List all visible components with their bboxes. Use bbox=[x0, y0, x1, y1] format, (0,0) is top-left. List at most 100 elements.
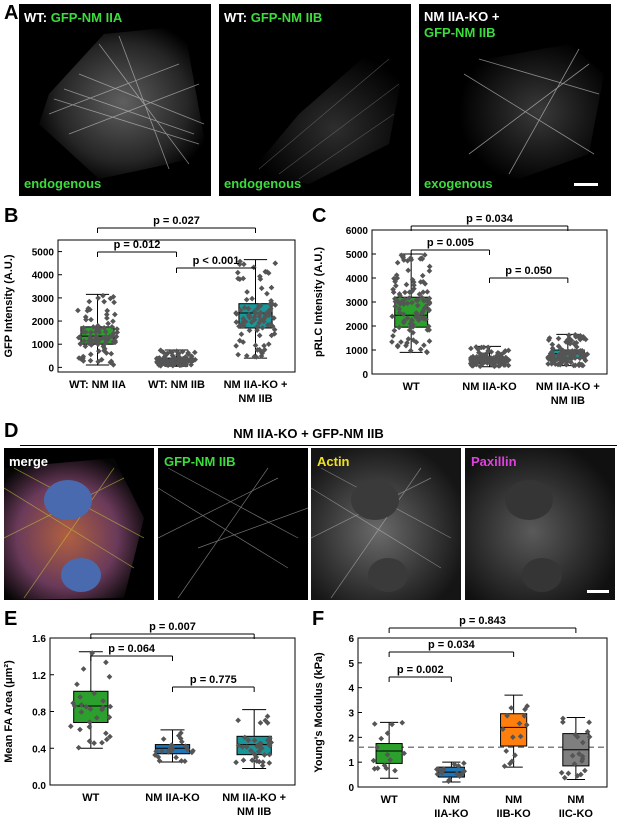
data-point bbox=[555, 343, 562, 350]
data-point bbox=[497, 360, 504, 366]
data-point bbox=[240, 318, 247, 325]
data-point bbox=[461, 768, 468, 775]
p-value-label: p = 0.034 bbox=[466, 213, 514, 225]
y-axis-label: GFP Intensity (A.U.) bbox=[3, 254, 15, 357]
data-point bbox=[568, 359, 574, 366]
data-point bbox=[272, 260, 279, 267]
data-point bbox=[392, 303, 399, 310]
data-point bbox=[403, 342, 409, 349]
panel-letter-e: E bbox=[4, 608, 17, 630]
panel-letter-b: B bbox=[4, 205, 18, 227]
data-point bbox=[236, 337, 243, 344]
y-tick-label: 3000 bbox=[346, 298, 369, 309]
data-point bbox=[582, 767, 588, 774]
data-point bbox=[99, 739, 105, 746]
data-point bbox=[173, 754, 179, 761]
data-point bbox=[473, 344, 479, 350]
data-point bbox=[461, 760, 467, 767]
paxillin-image bbox=[465, 448, 615, 600]
data-point bbox=[421, 342, 427, 349]
data-point bbox=[78, 356, 85, 362]
data-point bbox=[480, 355, 487, 361]
data-point bbox=[406, 295, 413, 301]
data-point bbox=[378, 735, 385, 742]
data-point bbox=[251, 737, 258, 744]
data-point bbox=[576, 349, 583, 356]
data-point bbox=[181, 358, 188, 365]
gfp-image bbox=[158, 467, 308, 599]
data-point bbox=[169, 359, 175, 366]
y-tick-label: 5000 bbox=[346, 250, 369, 261]
data-point bbox=[257, 719, 264, 726]
data-point bbox=[392, 298, 399, 305]
data-point bbox=[175, 352, 181, 358]
data-point bbox=[86, 340, 92, 347]
data-point bbox=[399, 298, 405, 305]
data-point bbox=[110, 318, 116, 325]
data-point bbox=[261, 342, 267, 349]
data-point bbox=[103, 730, 109, 737]
data-point bbox=[545, 361, 551, 367]
p-value-label: p = 0.002 bbox=[397, 664, 444, 676]
gfp-label: GFP-NM IIB bbox=[164, 454, 236, 469]
data-point bbox=[271, 330, 278, 337]
data-point bbox=[409, 299, 415, 306]
data-point bbox=[370, 757, 377, 764]
chart-c: C 0 1000 2000 3000 4000 5000 6000 pRLC Intensity… bbox=[312, 205, 608, 407]
data-point bbox=[100, 292, 106, 299]
data-point bbox=[253, 758, 260, 764]
y-tick-label: 1000 bbox=[346, 346, 369, 357]
data-point bbox=[422, 280, 428, 287]
data-point bbox=[88, 329, 94, 336]
data-point bbox=[185, 351, 192, 357]
image-a3-label: GFP-NM IIB bbox=[424, 25, 496, 40]
data-point bbox=[233, 343, 239, 349]
x-category-label: NM IIB bbox=[238, 393, 272, 405]
data-point bbox=[479, 359, 486, 365]
x-category-label: IIC-KO bbox=[559, 808, 594, 820]
data-point bbox=[86, 298, 93, 305]
data-point bbox=[266, 307, 272, 314]
x-category-label: WT bbox=[82, 792, 99, 804]
image-a2-caption: endogenous bbox=[224, 176, 302, 191]
data-point bbox=[420, 289, 426, 296]
actin-label: Actin bbox=[317, 454, 350, 469]
data-point bbox=[552, 361, 559, 367]
data-point bbox=[424, 289, 431, 295]
data-point bbox=[416, 291, 423, 298]
data-point bbox=[390, 286, 396, 293]
data-point bbox=[264, 290, 270, 297]
y-tick-label: 3 bbox=[348, 709, 354, 720]
data-point bbox=[87, 357, 94, 364]
data-point bbox=[435, 766, 441, 772]
data-point bbox=[95, 295, 101, 301]
x-category-label: WT: NM IIB bbox=[148, 379, 205, 391]
x-category-label: NM bbox=[567, 794, 584, 806]
data-point bbox=[399, 719, 406, 726]
data-point bbox=[90, 324, 97, 330]
data-point bbox=[160, 736, 167, 742]
y-tick-label: 2 bbox=[348, 733, 354, 744]
data-point bbox=[178, 758, 185, 764]
merge-label: merge bbox=[9, 454, 49, 469]
x-category-label: WT bbox=[403, 381, 420, 393]
data-point bbox=[108, 350, 115, 357]
data-point bbox=[164, 358, 171, 365]
data-point bbox=[86, 724, 93, 730]
data-point bbox=[505, 347, 512, 354]
microscopy-image-gfp: GFP-NM IIB bbox=[158, 448, 308, 600]
data-point bbox=[101, 345, 108, 352]
data-point bbox=[564, 356, 571, 362]
y-tick-label: 1 bbox=[348, 758, 354, 769]
p-value-label: p = 0.027 bbox=[153, 215, 200, 227]
data-point bbox=[88, 316, 94, 323]
data-point bbox=[451, 761, 458, 768]
data-point bbox=[523, 722, 530, 728]
data-point bbox=[561, 774, 568, 781]
data-point bbox=[114, 326, 120, 332]
data-point bbox=[265, 341, 272, 347]
data-point bbox=[586, 719, 592, 726]
data-point bbox=[510, 734, 516, 740]
data-point bbox=[521, 713, 528, 719]
data-point bbox=[153, 748, 160, 755]
